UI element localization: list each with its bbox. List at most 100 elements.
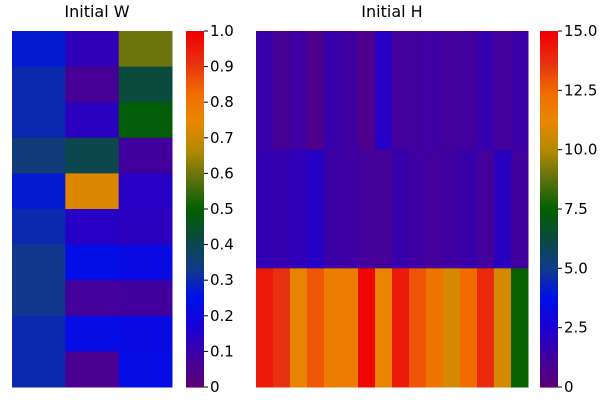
colorbar-tick-label: 0 xyxy=(210,378,220,396)
colorbar-h: 0 2.5 5.0 7.5 10.0 12.5 15.0 xyxy=(540,22,597,396)
colorbar-gradient-segment xyxy=(186,167,204,172)
heatmap-cell xyxy=(65,66,120,103)
colorbar-gradient-segment xyxy=(186,146,204,151)
colorbar-gradient-segment xyxy=(540,262,558,266)
heatmap-cell xyxy=(392,149,410,269)
heatmap-cell xyxy=(392,31,410,151)
heatmap-cell xyxy=(65,244,120,281)
colorbar-gradient-segment xyxy=(540,120,558,124)
colorbar-gradient-segment xyxy=(186,102,204,106)
heatmap-cell xyxy=(443,149,461,269)
heatmap-cell xyxy=(12,102,66,139)
colorbar-w: 0 0.1 0.2 0.3 0.4 0.5 0.6 0.7 0.8 0.9 1.0 xyxy=(186,22,234,396)
colorbar-gradient-segment xyxy=(186,348,204,352)
colorbar-gradient-segment xyxy=(540,375,558,379)
colorbar-gradient-segment xyxy=(540,253,558,258)
colorbar-gradient-segment xyxy=(540,42,558,47)
colorbar-gradient-segment xyxy=(186,217,204,222)
colorbar-gradient-segment xyxy=(540,315,558,320)
colorbar-gradient-segment xyxy=(186,31,204,35)
colorbar-tick-label: 15.0 xyxy=(564,22,597,40)
colorbar-gradient-segment xyxy=(540,158,558,163)
colorbar-gradient-segment xyxy=(540,161,558,166)
colorbar-gradient-segment xyxy=(186,327,204,332)
colorbar-gradient-segment xyxy=(540,378,558,382)
colorbar-tick-label: 0.6 xyxy=(210,164,234,182)
colorbar-gradient-segment xyxy=(540,117,558,121)
colorbar-gradient-segment xyxy=(540,39,558,44)
colorbar-gradient-segment xyxy=(540,63,558,68)
colorbar-gradient-segment xyxy=(540,360,558,364)
heatmap-cell xyxy=(341,31,359,151)
colorbar-gradient-segment xyxy=(540,167,558,172)
colorbar-gradient-segment xyxy=(540,238,558,243)
colorbar-gradient-segment xyxy=(540,173,558,177)
colorbar-gradient-segment xyxy=(540,185,558,189)
colorbar-gradient-segment xyxy=(186,87,204,91)
colorbar-tick-label: 1.0 xyxy=(210,22,234,40)
heatmap-cell xyxy=(443,31,461,151)
heatmap-cell xyxy=(511,268,529,388)
colorbar-gradient-segment xyxy=(186,131,204,136)
colorbar-gradient-segment xyxy=(540,81,558,85)
heatmap-cell xyxy=(273,31,291,151)
colorbar-gradient-segment xyxy=(540,318,558,323)
heatmap-cell xyxy=(307,268,325,388)
colorbar-gradient-segment xyxy=(540,268,558,272)
colorbar-gradient-segment xyxy=(540,84,558,88)
colorbar-gradient-segment xyxy=(540,122,558,127)
colorbar-gradient-segment xyxy=(540,60,558,65)
colorbar-gradient-segment xyxy=(540,36,558,41)
colorbar-gradient-segment xyxy=(186,158,204,163)
colorbar-gradient-segment xyxy=(540,363,558,367)
colorbar-gradient-segment xyxy=(540,339,558,344)
colorbar-gradient-segment xyxy=(186,315,204,320)
colorbar-gradient-segment xyxy=(186,122,204,127)
colorbar-gradient-segment xyxy=(540,256,558,261)
colorbar-gradient-segment xyxy=(540,298,558,302)
colorbar-gradient-segment xyxy=(186,256,204,261)
heatmap-cell xyxy=(460,31,478,151)
colorbar-gradient-segment xyxy=(186,200,204,204)
colorbar-gradient-segment xyxy=(540,51,558,56)
colorbar-gradient-segment xyxy=(186,366,204,370)
colorbar-gradient-segment xyxy=(540,176,558,180)
colorbar-gradient-segment xyxy=(186,54,204,59)
colorbar-gradient-segment xyxy=(186,369,204,373)
colorbar-gradient-segment xyxy=(186,188,204,192)
colorbar-gradient-segment xyxy=(540,244,558,249)
heatmap-cell xyxy=(477,31,495,151)
colorbar-gradient-segment xyxy=(540,372,558,376)
heatmap-cell xyxy=(409,149,427,269)
colorbar-gradient-segment xyxy=(540,203,558,207)
colorbar-gradient-segment xyxy=(186,268,204,272)
colorbar-gradient-segment xyxy=(540,45,558,50)
colorbar-gradient-segment xyxy=(186,134,204,139)
colorbar-gradient-segment xyxy=(540,247,558,252)
heatmap-cell xyxy=(118,102,173,139)
heatmap-cell xyxy=(307,149,325,269)
heatmap-w xyxy=(12,31,173,388)
colorbar-gradient-segment xyxy=(186,194,204,198)
colorbar-gradient-segment xyxy=(186,111,204,115)
colorbar-gradient-segment xyxy=(186,309,204,314)
heatmap-cell xyxy=(460,268,478,388)
colorbar-gradient-segment xyxy=(540,330,558,335)
colorbar-gradient-segment xyxy=(186,42,204,47)
colorbar-tick-label: 0.5 xyxy=(210,200,234,218)
colorbar-gradient-segment xyxy=(186,176,204,180)
colorbar-tick-label: 0.4 xyxy=(210,236,234,254)
colorbar-tick-label: 0.2 xyxy=(210,307,234,325)
heatmap-cell xyxy=(65,315,120,352)
colorbar-gradient-segment xyxy=(540,241,558,246)
colorbar-gradient-segment xyxy=(186,170,204,174)
colorbar-gradient-segment xyxy=(186,81,204,85)
colorbar-gradient-segment xyxy=(186,155,204,160)
colorbar-gradient-segment xyxy=(540,48,558,53)
colorbar-gradient-segment xyxy=(540,54,558,59)
colorbar-gradient-segment xyxy=(540,164,558,169)
colorbar-gradient-segment xyxy=(540,99,558,103)
colorbar-gradient-segment xyxy=(540,342,558,347)
colorbar-gradient-segment xyxy=(186,226,204,231)
